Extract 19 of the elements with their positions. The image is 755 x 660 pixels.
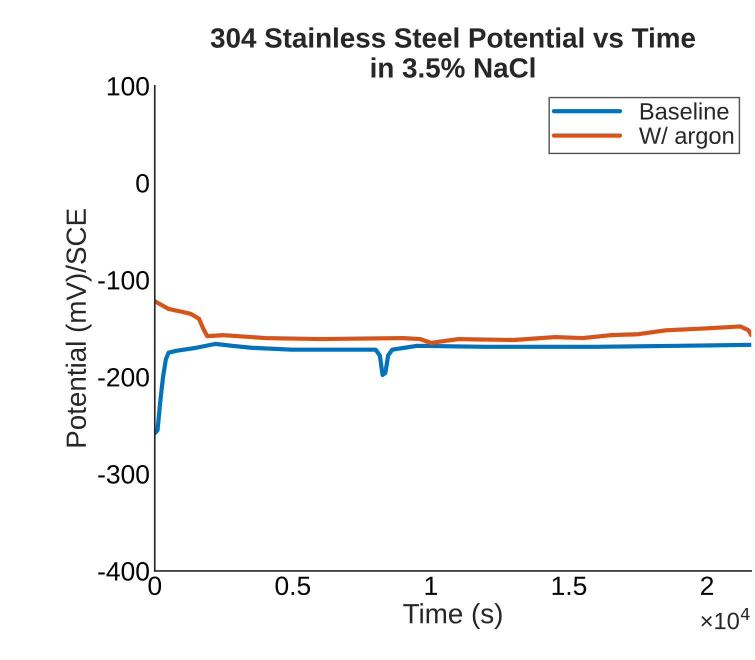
y-tick-label: -300 <box>98 465 149 484</box>
line-series <box>154 342 752 436</box>
legend-label: Baseline <box>640 102 728 120</box>
x-tick-label: 0 <box>148 576 162 596</box>
x-tick-label: 1.5 <box>552 576 586 596</box>
x-tick-label: 0.5 <box>276 576 310 596</box>
chart-title: 304 Stainless Steel Potential vs Time in 3.5% NaCl <box>210 27 695 78</box>
legend-label: W/ argon <box>639 126 734 149</box>
y-axis-title: Potential (mV)/SCE <box>66 209 92 446</box>
x-axis-title: Time (s) <box>403 603 502 630</box>
text: ×10$^{4}$ <box>701 608 750 630</box>
x-tick-label: 2 <box>701 576 714 595</box>
y-tick-label: -400 <box>98 562 149 581</box>
y-tick-label: -200 <box>98 368 149 387</box>
y-tick-label: -100 <box>98 270 149 290</box>
line-series <box>154 299 752 345</box>
y-tick-label: 0 <box>136 174 149 193</box>
x-tick-label: 1 <box>426 576 437 595</box>
y-tick-label: 100 <box>108 76 149 96</box>
